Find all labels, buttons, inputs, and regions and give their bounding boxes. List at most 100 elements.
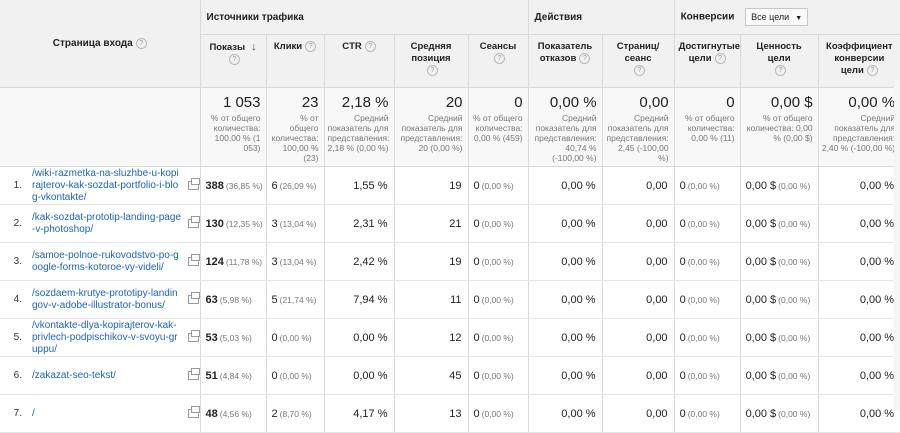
goal-conv-rate-value: 0,00 % bbox=[859, 293, 895, 306]
avg-position-cell: 19 bbox=[393, 166, 468, 205]
help-icon[interactable]: ? bbox=[229, 54, 240, 65]
col-goal-conv-rate[interactable]: Коэффициент конверсии цели? bbox=[817, 34, 900, 88]
external-link-icon[interactable] bbox=[188, 254, 200, 266]
col-shows[interactable]: Показы ↓? bbox=[199, 34, 266, 88]
bounce-rate-cell: 0,00 % bbox=[527, 166, 603, 205]
avg-position-value: 19 bbox=[449, 179, 462, 192]
col-bounce-rate[interactable]: Показатель отказов? bbox=[527, 34, 603, 88]
shows-cell: 51 (4,84 %) bbox=[199, 356, 266, 395]
external-link-icon[interactable] bbox=[188, 406, 200, 419]
help-icon[interactable]: ? bbox=[494, 53, 506, 64]
col-avg-position-label: Средняя позиция bbox=[410, 41, 452, 64]
goal-completions-percent: (0,00 %) bbox=[687, 370, 720, 381]
row-index: 3. bbox=[13, 256, 22, 267]
clicks-percent: (26,09 %) bbox=[279, 180, 317, 191]
ctr-cell: 7,94 % bbox=[323, 280, 394, 319]
help-icon[interactable]: ? bbox=[866, 65, 878, 76]
avg-position-value: 21 bbox=[449, 217, 462, 230]
clicks-cell: 5 (21,74 %) bbox=[265, 280, 324, 319]
goal-value-value: 0,00 $ bbox=[745, 179, 777, 192]
shows-value: 53 bbox=[205, 331, 218, 344]
help-icon[interactable]: ? bbox=[634, 65, 646, 76]
pages-per-session-cell: 0,00 bbox=[601, 242, 675, 281]
external-link-icon[interactable] bbox=[188, 178, 200, 190]
landing-page-link[interactable]: /samoe-polnoe-rukovodstvo-po-google-form… bbox=[32, 249, 179, 273]
landing-page-link[interactable]: /sozdaem-krutye-prototipy-landingov-v-ad… bbox=[32, 287, 178, 311]
external-link-icon[interactable] bbox=[188, 216, 200, 228]
shows-percent: (11,78 %) bbox=[225, 256, 263, 267]
avg-position-value: 12 bbox=[449, 331, 462, 344]
bounce-rate-value: 0,00 % bbox=[561, 369, 596, 382]
col-goal-completions[interactable]: Достигнутые цели? bbox=[673, 34, 741, 88]
external-link-icon[interactable] bbox=[188, 292, 200, 304]
col-pages-per-session[interactable]: Страниц/сеанс? bbox=[601, 34, 675, 88]
col-clicks-label: Клики bbox=[273, 41, 303, 53]
landing-page-link[interactable]: /kak-sozdat-prototip-landing-page-v-phot… bbox=[32, 211, 181, 235]
sort-down-icon[interactable]: ↓ bbox=[251, 41, 257, 53]
col-avg-position[interactable]: Средняя позиция? bbox=[393, 34, 468, 88]
pages-per-session-value: 0,00 bbox=[646, 331, 668, 344]
group-conversions: Конверсии Все цели ▼ bbox=[673, 0, 900, 35]
help-icon[interactable]: ? bbox=[427, 65, 438, 76]
col-sessions[interactable]: Сеансы? bbox=[467, 34, 529, 88]
landing-page-link[interactable]: / bbox=[32, 407, 35, 419]
goal-value-cell: 0,00 $ (0,00 %) bbox=[739, 394, 819, 433]
landing-page-link[interactable]: /wiki-razmetka-na-sluzhbe-u-kopirajterov… bbox=[32, 167, 179, 203]
total-value: 0,00 bbox=[639, 94, 669, 111]
clicks-cell: 2 (8,70 %) bbox=[265, 394, 324, 433]
shows-percent: (12,35 %) bbox=[225, 218, 263, 229]
avg-position-cell: 45 bbox=[393, 356, 468, 395]
goal-value-percent: (0,00 %) bbox=[778, 256, 811, 267]
totals-spacer bbox=[0, 87, 200, 167]
help-icon[interactable]: ? bbox=[135, 37, 147, 49]
sessions-value: 0 bbox=[473, 407, 480, 420]
total-clicks: 23 % от общего количества: 100,00 % (23) bbox=[265, 87, 324, 167]
help-icon[interactable]: ? bbox=[305, 41, 317, 52]
goal-value-percent: (0,00 %) bbox=[778, 294, 811, 305]
bounce-rate-cell: 0,00 % bbox=[527, 280, 603, 319]
ctr-cell: 2,31 % bbox=[323, 204, 394, 243]
goal-completions-cell: 0 (0,00 %) bbox=[673, 394, 741, 433]
help-icon[interactable]: ? bbox=[579, 53, 591, 64]
shows-value: 63 bbox=[205, 293, 218, 306]
shows-cell: 388 (36,85 %) bbox=[199, 166, 266, 205]
external-link-icon[interactable] bbox=[188, 368, 200, 381]
total-sub: % от общего количества: 100,00 % (1 053) bbox=[210, 113, 261, 153]
col-goal-value[interactable]: Ценность цели? bbox=[739, 34, 819, 88]
shows-cell: 124 (11,78 %) bbox=[199, 242, 266, 281]
col-shows-label: Показы bbox=[209, 42, 246, 53]
col-clicks[interactable]: Клики? bbox=[265, 34, 324, 88]
col-ctr[interactable]: CTR? bbox=[323, 34, 394, 88]
help-icon[interactable]: ? bbox=[714, 53, 726, 64]
goal-completions-cell: 0 (0,00 %) bbox=[673, 280, 741, 319]
clicks-value: 2 bbox=[271, 407, 278, 420]
external-link-icon[interactable] bbox=[188, 330, 200, 342]
goal-completions-cell: 0 (0,00 %) bbox=[673, 242, 741, 281]
sessions-cell: 0 (0,00 %) bbox=[467, 356, 529, 395]
goal-conv-rate-cell: 0,00 % bbox=[817, 242, 900, 281]
goal-select[interactable]: Все цели ▼ bbox=[745, 8, 809, 26]
pages-per-session-value: 0,00 bbox=[646, 369, 668, 382]
pages-per-session-cell: 0,00 bbox=[601, 318, 675, 357]
help-icon[interactable]: ? bbox=[364, 41, 376, 52]
col-pages-per-session-label: Страниц/сеанс bbox=[616, 41, 660, 64]
total-value: 0,00 % bbox=[848, 94, 896, 111]
help-icon[interactable]: ? bbox=[775, 65, 787, 76]
landing-page-link[interactable]: /vkontakte-dlya-kopirajterov-kak-privlec… bbox=[32, 319, 178, 355]
row-index: 5. bbox=[13, 332, 22, 343]
goal-completions-cell: 0 (0,00 %) bbox=[673, 166, 741, 205]
table-row: 4. /sozdaem-krutye-prototipy-landingov-v-… bbox=[0, 280, 900, 319]
shows-cell: 53 (5,03 %) bbox=[199, 318, 266, 357]
goal-value-value: 0,00 $ bbox=[745, 255, 777, 268]
goal-completions-value: 0 bbox=[679, 179, 686, 192]
clicks-value: 0 bbox=[271, 369, 278, 382]
clicks-percent: (21,74 %) bbox=[279, 294, 317, 305]
goal-value-percent: (0,00 %) bbox=[778, 408, 811, 419]
sessions-percent: (0,00 %) bbox=[481, 370, 514, 381]
goal-value-cell: 0,00 $ (0,00 %) bbox=[739, 280, 819, 319]
page-column-header: Страница входа? bbox=[0, 0, 200, 88]
landing-page-link[interactable]: /zakazat-seo-tekst/ bbox=[32, 369, 116, 381]
goal-conv-rate-cell: 0,00 % bbox=[817, 356, 900, 395]
goal-value-percent: (0,00 %) bbox=[778, 332, 811, 343]
scrollbar[interactable] bbox=[894, 80, 900, 410]
